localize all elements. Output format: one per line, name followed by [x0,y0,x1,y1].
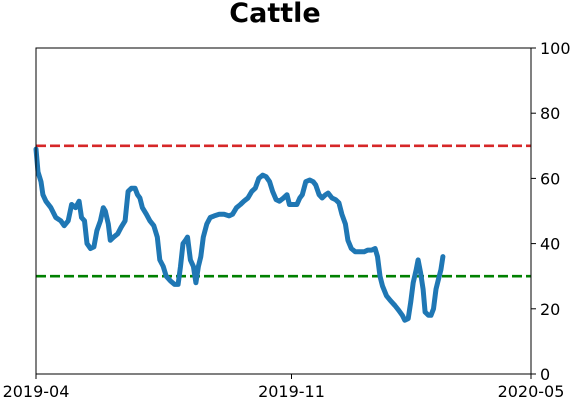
y-tick-label: 60 [540,169,560,188]
chart-title: Cattle [229,0,320,29]
series-line-0 [33,146,446,323]
y-tick-label: 0 [540,365,550,384]
x-axis: 2019-04 2019-11 2020-05 [3,374,565,401]
y-axis: 0 20 40 60 80 100 [531,39,571,384]
y-tick-label: 20 [540,300,560,319]
reference-lines [36,144,531,278]
series-layer [33,146,446,323]
y-tick-label: 40 [540,235,560,254]
x-tick-label: 2019-11 [258,382,325,401]
y-tick-label: 80 [540,104,560,123]
y-tick-label: 100 [540,39,571,58]
x-tick-label: 2020-05 [498,382,565,401]
plot-frame [35,47,532,375]
x-tick-label: 2019-04 [3,382,70,401]
